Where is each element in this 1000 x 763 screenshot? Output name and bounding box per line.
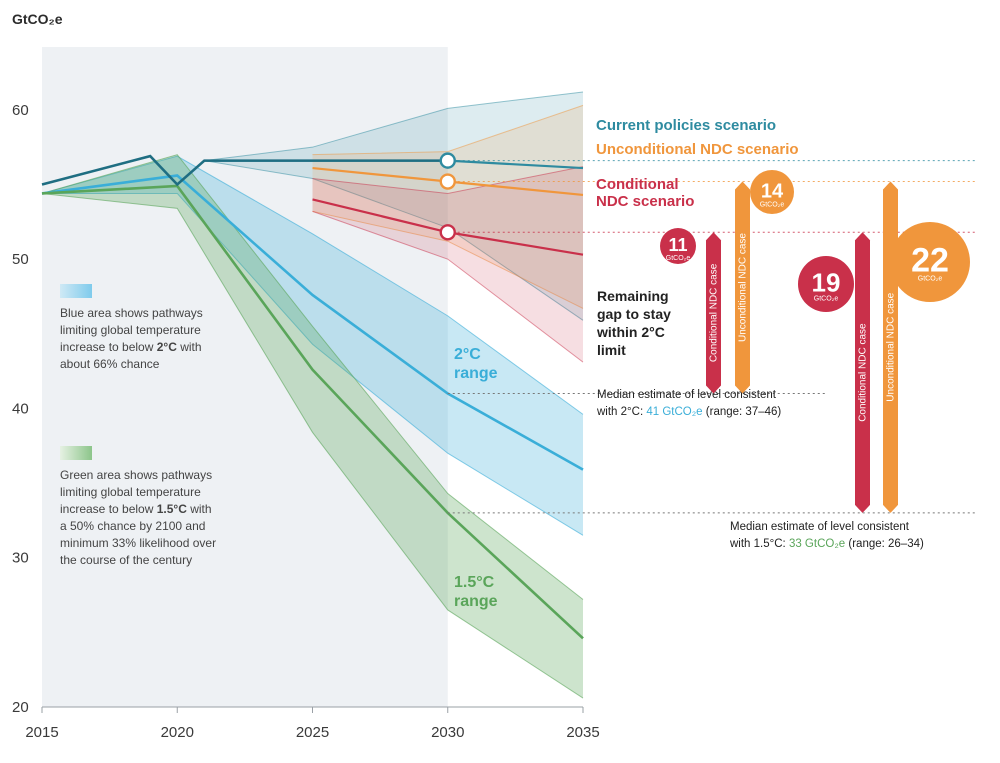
historical-line (41, 154, 448, 187)
gap-bubble-0 (660, 228, 696, 264)
gap-bar-label-3: Unconditional NDC case (886, 292, 897, 401)
note-green-line4: a 50% chance by 2100 and (60, 519, 205, 533)
note-green-line3-b: 1.5°C (157, 502, 187, 516)
label-remaining-gap-line3: within 2°C (596, 324, 665, 340)
label-conditional-ndc-line2: NDC scenario (596, 193, 694, 210)
label-2c-range-line1: 2°C (454, 346, 481, 363)
note-blue-line2: limiting global temperature (60, 323, 201, 337)
note-green-line3: increase to below 1.5°C with (60, 502, 212, 516)
median-2c-value: 41 GtCO₂e (646, 406, 702, 418)
scenario-band-1 (312, 105, 583, 309)
median-15c-line2: with 1.5°C: 33 GtCO₂e (range: 26–34) (729, 538, 924, 550)
median-15c-value: 33 GtCO₂e (789, 538, 845, 550)
x-tick-label: 2030 (431, 724, 464, 741)
gap-bar-label-2: Conditional NDC case (858, 323, 869, 422)
note-green-line3-c: with (187, 502, 212, 516)
scenario-upper-1 (312, 104, 584, 156)
marker-2030-2 (439, 224, 456, 241)
note-green-line5: minimum 33% likelihood over (60, 536, 216, 550)
gap-bar-2 (855, 232, 870, 513)
y-tick-label: 50 (12, 251, 29, 268)
pathway-band-1 (42, 154, 583, 699)
median-2c-prefix: with 2°C: (596, 406, 646, 418)
median-2c-range: (range: 37–46) (703, 406, 782, 418)
median-15c-line1: Median estimate of level consistent (730, 521, 910, 533)
gap-bubble-value-2: 19 (812, 267, 841, 297)
gap-bar-1 (735, 181, 750, 394)
pathway-lower-0 (42, 192, 584, 536)
scenario-lower-2 (312, 210, 584, 363)
x-tick-label: 2025 (296, 724, 329, 741)
gap-bubble-unit-2: GtCO₂e (814, 295, 839, 302)
pathway-upper-1 (41, 154, 584, 600)
note-green-line3-a: increase to below (60, 502, 157, 516)
note-green-line2: limiting global temperature (60, 485, 201, 499)
scenario-lower-1 (312, 210, 584, 309)
pathway-line-1 (41, 184, 584, 640)
label-remaining-gap-line4: limit (597, 342, 626, 358)
gap-bubble-2 (798, 256, 854, 312)
median-2c-line1: Median estimate of level consistent (597, 389, 777, 401)
label-remaining-gap-line2: gap to stay (597, 306, 671, 322)
gap-bar-label-1: Unconditional NDC case (738, 233, 749, 342)
gap-bar-label-0: Conditional NDC case (709, 263, 720, 362)
label-current-policies: Current policies scenario (596, 117, 776, 134)
median-2c-line2: with 2°C: 41 GtCO₂e (range: 37–46) (596, 406, 781, 418)
pathway-lower-1 (41, 192, 584, 699)
gap-bubble-value-0: 11 (668, 235, 687, 255)
x-tick-label: 2015 (25, 724, 58, 741)
scenario-lower-0 (204, 160, 584, 321)
note-blue-line3-a: increase to below (60, 340, 157, 354)
pathway-upper-0 (41, 155, 584, 415)
plot-backdrop (42, 47, 448, 707)
y-axis-label: GtCO₂e (12, 11, 63, 27)
label-unconditional-ndc: Unconditional NDC scenario (596, 141, 799, 158)
note-blue-line1: Blue area shows pathways (60, 306, 203, 320)
marker-2030-0 (439, 152, 456, 169)
y-tick-label: 30 (12, 550, 29, 567)
note-green-line1: Green area shows pathways (60, 468, 212, 482)
x-tick-label: 2020 (161, 724, 194, 741)
gap-bar-0 (706, 232, 721, 394)
gap-bubble-value-1: 14 (761, 181, 784, 203)
pathway-line-0 (41, 174, 584, 471)
y-tick-label: 20 (12, 699, 29, 716)
y-tick-label: 60 (12, 102, 29, 119)
gap-bubble-unit-0: GtCO₂e (666, 255, 691, 262)
label-remaining-gap-line1: Remaining (597, 288, 669, 304)
median-15c-range: (range: 26–34) (845, 538, 924, 550)
marker-2030-1 (439, 173, 456, 190)
median-15c-prefix: with 1.5°C: (729, 538, 789, 550)
label-15c-range-line2: range (454, 593, 498, 610)
gap-bubble-unit-1: GtCO₂e (760, 202, 785, 209)
label-2c-range-line2: range (454, 365, 498, 382)
x-tick-label: 2035 (566, 724, 599, 741)
note-blue-swatch (60, 284, 92, 298)
scenario-upper-0 (204, 91, 584, 162)
gap-bubble-3 (890, 222, 970, 302)
label-conditional-ndc-line1: Conditional (596, 176, 679, 193)
gap-bubble-1 (750, 170, 794, 214)
scenario-upper-2 (312, 166, 584, 194)
note-green-swatch (60, 446, 92, 460)
y-tick-label: 40 (12, 400, 29, 417)
note-blue-line3: increase to below 2°C with (60, 340, 202, 354)
gap-bubble-unit-3: GtCO₂e (918, 276, 943, 283)
note-blue-line3-b: 2°C (157, 340, 177, 354)
note-blue-line3-c: with (177, 340, 202, 354)
label-15c-range-line1: 1.5°C (454, 574, 495, 591)
note-green-line6: the course of the century (60, 553, 192, 567)
gap-bubble-value-3: 22 (911, 242, 949, 280)
pathway-band-0 (42, 156, 583, 536)
note-blue-line4: about 66% chance (60, 357, 160, 371)
